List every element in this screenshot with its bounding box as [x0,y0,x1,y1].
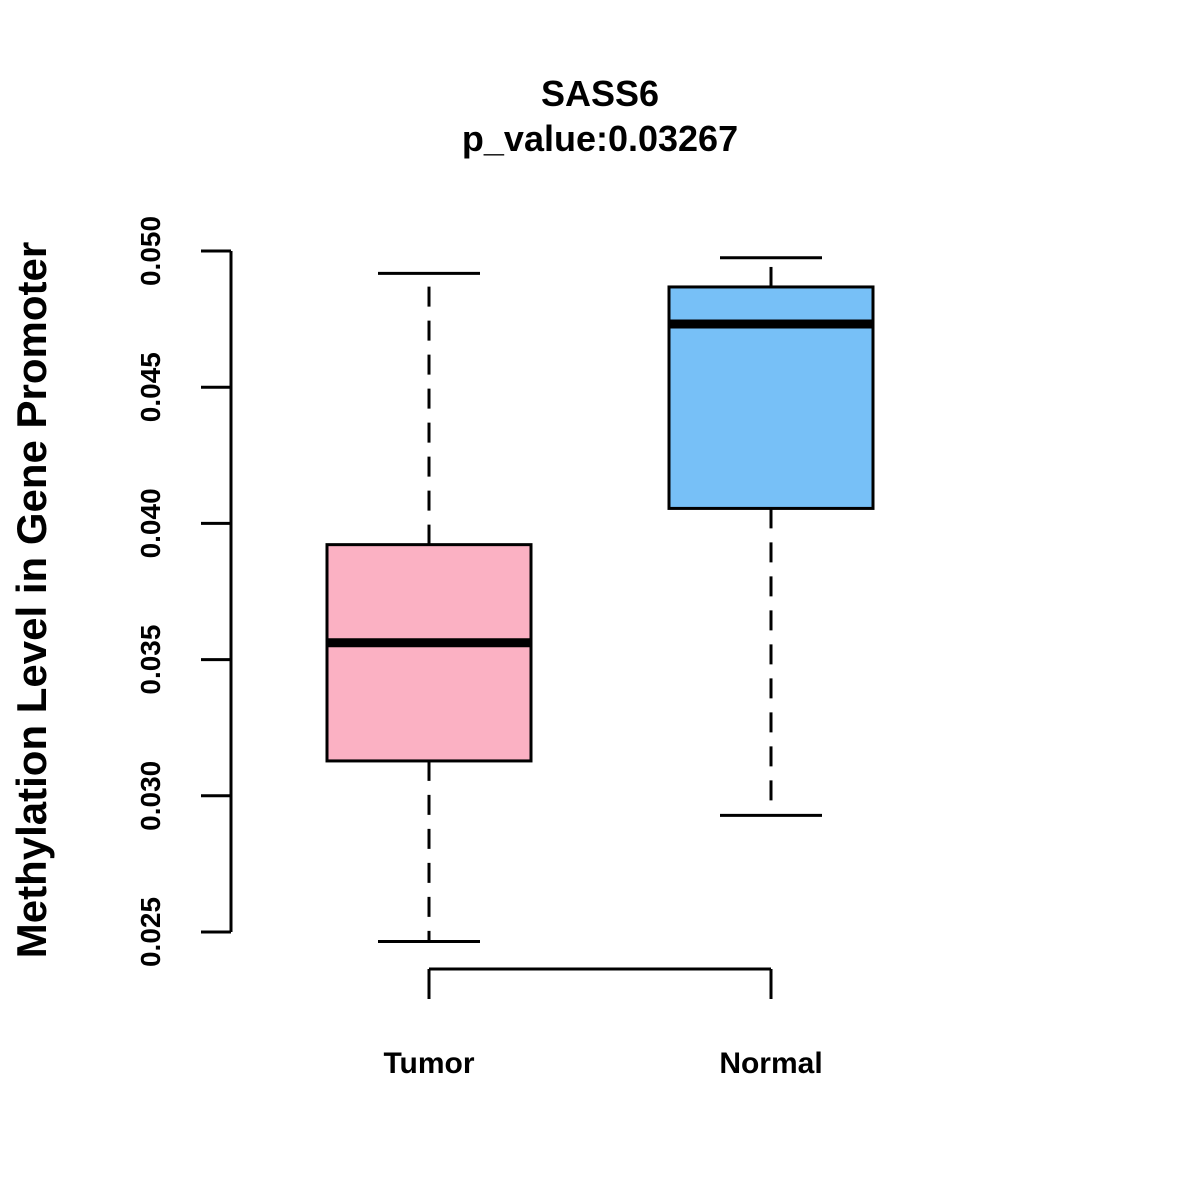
y-tick-label: 0.025 [135,897,166,967]
x-tick-label-normal: Normal [719,1047,822,1080]
y-tick-label: 0.040 [135,488,166,558]
y-tick-label: 0.045 [135,352,166,422]
x-tick-label-tumor: Tumor [383,1047,474,1080]
y-axis: 0.025 0.030 0.035 0.040 0.045 0.050 [135,216,233,967]
chart-subtitle: p_value:0.03267 [462,118,738,159]
y-tick-label: 0.050 [135,216,166,286]
y-tick-label: 0.030 [135,761,166,831]
box-tumor [325,271,533,944]
box-normal [667,256,875,817]
y-tick-label: 0.035 [135,625,166,695]
iqr-box [325,543,533,763]
boxes [325,256,875,944]
chart-title: SASS6 [541,73,659,114]
x-axis: Tumor Normal [383,967,823,1080]
y-axis-title: Methylation Level in Gene Promoter [8,242,55,958]
